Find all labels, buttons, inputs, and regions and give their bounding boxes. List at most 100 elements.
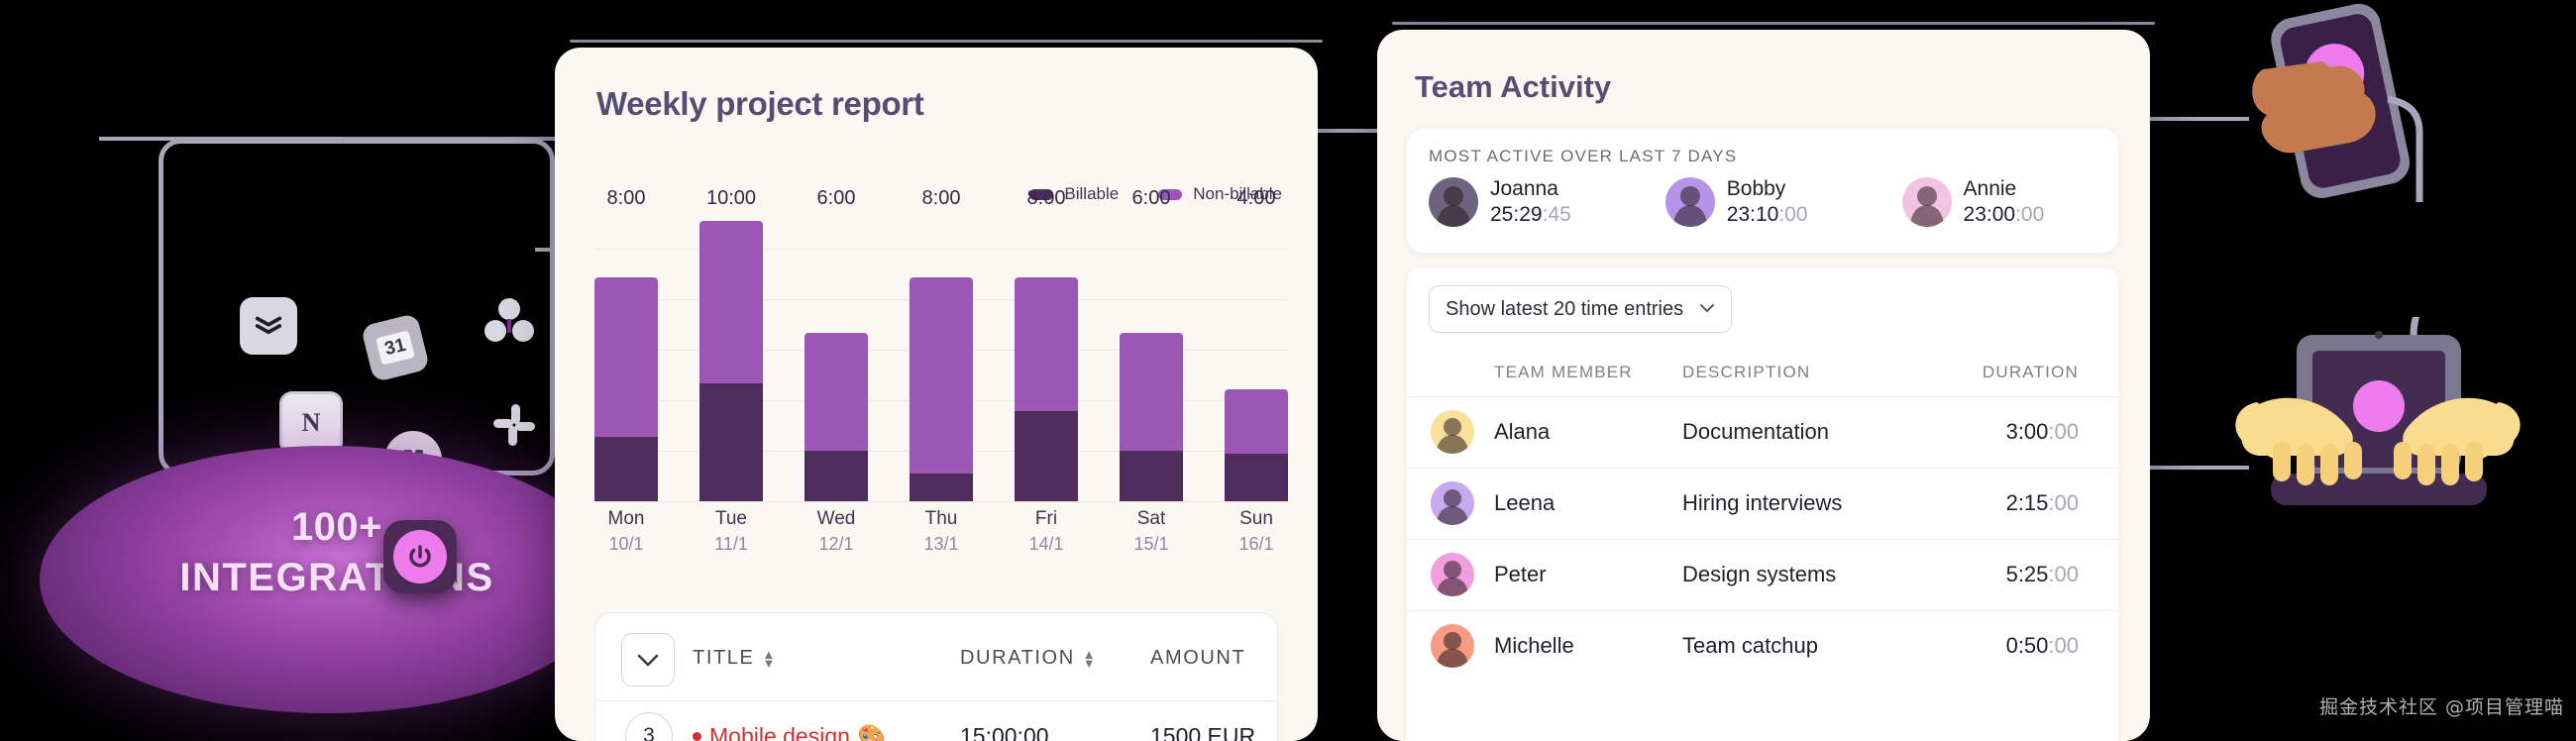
avatar-leena: [1431, 481, 1474, 525]
table-row[interactable]: Michelle Team catchup 0:50:00: [1407, 610, 2118, 681]
timer-power-button[interactable]: [383, 520, 457, 593]
person-time: 23:10:00: [1727, 202, 1808, 228]
x-axis-day: Thu: [910, 508, 973, 530]
bar-segment-billable: [805, 451, 868, 501]
avatar-annie: [1902, 177, 1952, 227]
entry-duration-main: 2:15: [2006, 490, 2049, 515]
team-card-topline: [1392, 22, 2155, 25]
bar-segment-non-billable: [594, 277, 658, 437]
integrations-caption: 100+ INTEGRATIONS: [99, 505, 575, 600]
table-row[interactable]: 3 Mobile design 🎨 15:00:00 1500 EUR: [595, 700, 1277, 741]
bar-column[interactable]: 6:00: [805, 221, 868, 501]
bar-stack: [1120, 333, 1183, 501]
bar-column[interactable]: 8:00: [1015, 221, 1078, 501]
watermark: 掘金技术社区 @项目管理喵: [2319, 692, 2564, 719]
entry-duration-main: 5:25: [2006, 562, 2049, 586]
gridline: [594, 501, 1288, 502]
sort-icon[interactable]: ▲▼: [762, 650, 776, 668]
chevron-down-icon: [1699, 300, 1715, 318]
entry-description: Design systems: [1682, 562, 1836, 587]
column-header-description: DESCRIPTION: [1682, 363, 1810, 382]
chevron-down-icon[interactable]: [621, 633, 675, 687]
person-time-main: 25:29: [1490, 203, 1543, 226]
todoist-icon[interactable]: [240, 297, 297, 355]
row-title[interactable]: Mobile design 🎨: [693, 723, 887, 741]
x-axis-day: Mon: [594, 508, 658, 530]
person-name: Joanna: [1490, 176, 1571, 202]
x-axis-date: 14/1: [1015, 534, 1078, 555]
avatar-peter: [1431, 553, 1474, 596]
team-activity-title: Team Activity: [1415, 69, 1611, 105]
column-header-title[interactable]: TITLE ▲▼: [693, 647, 777, 670]
sort-icon[interactable]: ▲▼: [1083, 650, 1097, 668]
entry-duration-main: 0:50: [2006, 633, 2049, 658]
bar-column[interactable]: 8:00: [910, 221, 973, 501]
wire-right-to-phone: [2140, 117, 2249, 121]
avatar-bobby: [1665, 177, 1715, 227]
column-header-amount: AMOUNT: [1150, 647, 1245, 670]
x-axis-date: 12/1: [805, 534, 868, 555]
time-entries-filter-select[interactable]: Show latest 20 time entries: [1429, 285, 1732, 333]
member-name: Leena: [1494, 490, 1555, 516]
bar-segment-billable: [1015, 411, 1078, 501]
entry-duration: 3:00:00: [2006, 419, 2079, 445]
time-entries-filter-label: Show latest 20 time entries: [1446, 298, 1683, 321]
bar-value-label: 6:00: [1132, 187, 1171, 210]
entry-duration: 0:50:00: [2006, 633, 2079, 659]
x-axis-day: Tue: [699, 508, 763, 530]
bar-segment-non-billable: [1225, 389, 1288, 454]
slack-icon[interactable]: [485, 396, 543, 454]
integrations-illustration: 31 N: [99, 119, 575, 727]
x-axis-tick: Wed 12/1: [805, 508, 868, 555]
entry-duration-seconds: :00: [2048, 633, 2079, 658]
bar-column[interactable]: 4:00: [1225, 221, 1288, 501]
person-time: 25:29:45: [1490, 202, 1571, 228]
column-header-team-member: TEAM MEMBER: [1494, 363, 1633, 382]
column-header-duration[interactable]: DURATION ▲▼: [960, 647, 1097, 670]
bar-segment-billable: [699, 383, 763, 501]
member-name: Michelle: [1494, 633, 1574, 659]
member-name: Peter: [1494, 562, 1547, 587]
entry-duration-seconds: :00: [2048, 562, 2079, 586]
table-row[interactable]: Peter Design systems 5:25:00: [1407, 539, 2118, 609]
chart-bars: 8:00 10:00 6:00 8:00 8:00 6:00 4:00: [594, 221, 1288, 501]
bar-column[interactable]: 8:00: [594, 221, 658, 501]
hand-holding-phone-illustration: [2239, 0, 2497, 248]
most-active-label: MOST ACTIVE OVER LAST 7 DAYS: [1429, 147, 1737, 166]
x-axis-day: Wed: [805, 508, 868, 530]
bar-column[interactable]: 10:00: [699, 221, 763, 501]
row-title-label: Mobile design: [709, 723, 850, 741]
time-entries-table: TITLE ▲▼ DURATION ▲▼ AMOUNT 3 Mobile des…: [594, 612, 1278, 741]
bar-stack: [910, 277, 973, 501]
bar-segment-non-billable: [699, 221, 763, 383]
x-axis-day: Sun: [1225, 508, 1288, 530]
person-name: Bobby: [1727, 176, 1808, 202]
bar-value-label: 6:00: [817, 187, 856, 210]
column-header-title-label: TITLE: [693, 647, 754, 670]
bar-stack: [699, 221, 763, 501]
hands-on-laptop-illustration: [2229, 317, 2526, 565]
bar-column[interactable]: 6:00: [1120, 221, 1183, 501]
bar-segment-billable: [910, 474, 973, 501]
table-header: TITLE ▲▼ DURATION ▲▼ AMOUNT: [595, 613, 1277, 701]
avatar-michelle: [1431, 624, 1474, 668]
entry-description: Team catchup: [1682, 633, 1818, 659]
asana-icon[interactable]: [481, 292, 538, 350]
integrations-word: INTEGRATIONS: [99, 556, 575, 600]
person-time-seconds: :00: [2015, 203, 2044, 226]
bar-segment-non-billable: [1015, 277, 1078, 412]
entry-duration-seconds: :00: [2048, 419, 2079, 444]
bar-segment-billable: [594, 437, 658, 501]
bar-segment-non-billable: [910, 277, 973, 474]
column-header-duration: DURATION: [1983, 363, 2079, 382]
